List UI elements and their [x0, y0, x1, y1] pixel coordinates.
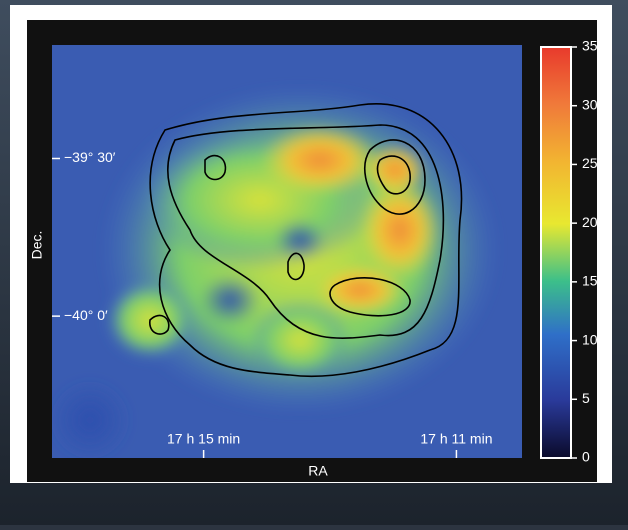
- x-tick-label: 17 h 15 min: [167, 431, 240, 447]
- colorbar-tick-label: 20: [582, 214, 598, 230]
- x-axis-label: RA: [308, 463, 328, 479]
- y-tick-label: −39° 30′: [64, 149, 116, 165]
- colorbar-tick-label: 35: [582, 38, 598, 54]
- colorbar-tick-label: 15: [582, 273, 598, 289]
- x-tick-label: 17 h 11 min: [420, 431, 492, 447]
- colorbar-tick-label: 30: [582, 96, 598, 112]
- y-tick-label: −40° 0′: [64, 307, 108, 323]
- sky-map: [52, 45, 522, 458]
- colorbar-tick-label: 0: [582, 449, 590, 465]
- colorbar-tick-label: 5: [582, 390, 590, 406]
- colorbar: [540, 46, 572, 459]
- colorbar-tick-label: 25: [582, 155, 598, 171]
- y-axis-label: Dec.: [29, 231, 45, 260]
- colorbar-tick-label: 10: [582, 331, 598, 347]
- contours: [149, 103, 463, 378]
